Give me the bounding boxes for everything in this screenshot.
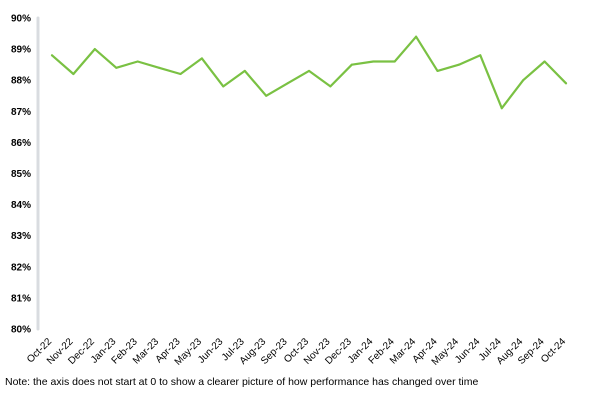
data-point	[393, 60, 396, 63]
series-group	[50, 35, 568, 110]
data-point	[543, 60, 546, 63]
x-tick-label: Jun-23	[196, 336, 226, 366]
data-point	[200, 57, 203, 60]
x-axis: Oct-22Nov-22Dec-22Jan-23Feb-23Mar-23Apr-…	[25, 336, 568, 368]
y-axis: 80% 81% 82% 83% 84% 85% 86% 87% 88% 89% 90%	[11, 14, 40, 336]
y-tick-label: 80%	[11, 325, 31, 336]
data-point	[243, 69, 246, 72]
data-point	[565, 82, 567, 85]
data-point	[350, 63, 353, 66]
data-point	[222, 85, 225, 88]
data-point	[136, 60, 139, 63]
y-tick-label: 84%	[11, 200, 31, 211]
data-point	[93, 48, 96, 51]
x-tick-label: Jun-24	[453, 336, 483, 366]
data-point	[372, 60, 375, 63]
chart-note: Note: the axis does not start at 0 to sh…	[5, 376, 479, 388]
y-tick-label: 81%	[11, 293, 31, 304]
data-point	[436, 69, 439, 72]
data-point	[72, 72, 75, 75]
series-line	[50, 35, 568, 110]
x-tick-label: Oct-24	[539, 336, 568, 365]
data-point	[286, 82, 289, 85]
data-point	[479, 54, 482, 57]
y-tick-label: 89%	[11, 45, 31, 56]
data-point	[51, 54, 53, 57]
data-point	[115, 66, 118, 69]
data-point	[158, 66, 161, 69]
data-point	[265, 94, 268, 97]
data-point	[179, 72, 182, 75]
data-point	[329, 85, 332, 88]
data-point	[308, 69, 310, 72]
data-point	[415, 35, 418, 38]
data-point	[457, 63, 460, 66]
y-tick-label: 88%	[11, 76, 31, 87]
data-point	[522, 79, 525, 82]
y-tick-label: 86%	[11, 138, 31, 149]
data-point	[500, 107, 503, 110]
y-tick-label: 90%	[11, 14, 31, 25]
y-tick-label: 87%	[11, 107, 31, 118]
y-tick-label: 85%	[11, 169, 31, 180]
y-tick-label: 83%	[11, 231, 31, 242]
y-tick-label: 82%	[11, 262, 31, 273]
